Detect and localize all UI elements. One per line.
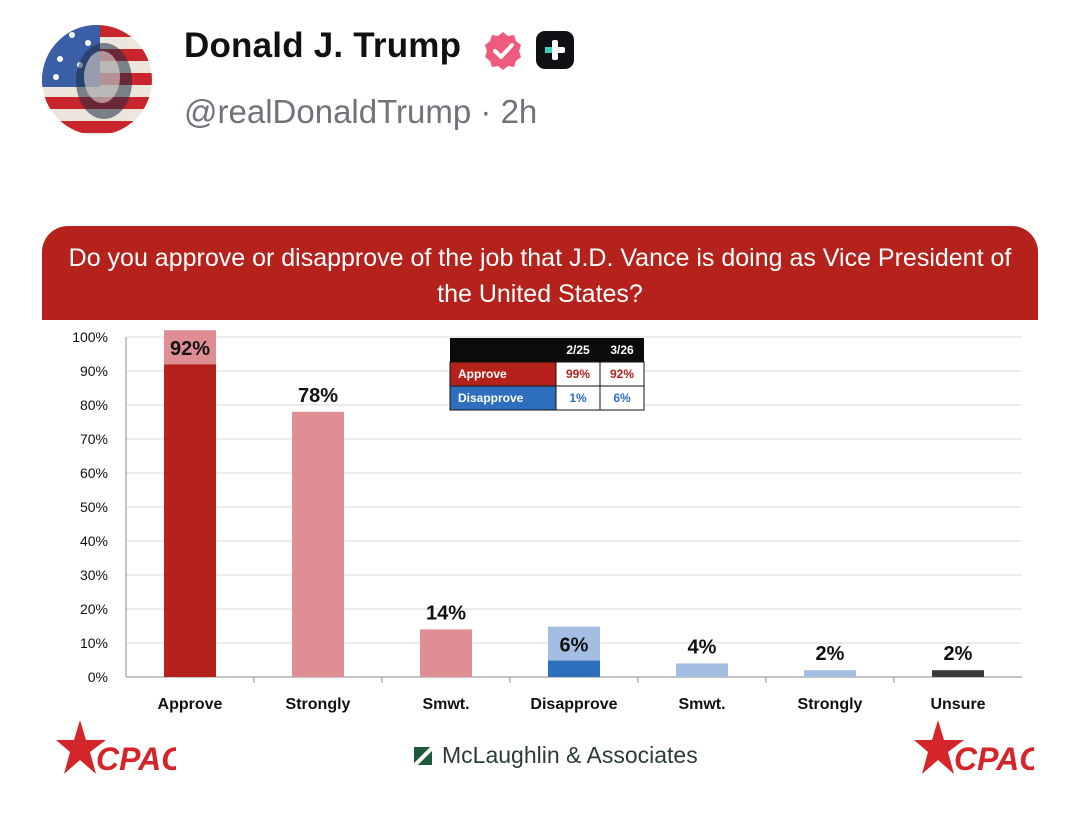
chart-banner: Do you approve or disapprove of the job … (42, 226, 1038, 320)
cpac-right-text: CPAC (954, 741, 1034, 777)
post-header: Donald J. Trump @realDonaldTrump · 2h (0, 0, 1080, 180)
y-tick-label: 70% (80, 431, 108, 447)
table-column-header: 2/25 (566, 343, 590, 357)
value-label: 4% (688, 636, 717, 658)
chart-image[interactable]: Do you approve or disapprove of the job … (42, 226, 1038, 794)
mclaughlin-mark-icon (414, 747, 432, 765)
table-cell (599, 385, 645, 411)
table-header-row (450, 338, 644, 362)
table-cell (599, 361, 645, 387)
bar-3 (420, 629, 472, 677)
cpac-logo-right: CPAC (914, 720, 1034, 777)
value-labels: 92% 78% 14% 6% 4% 2% 2% (164, 330, 973, 665)
table-cell (555, 385, 601, 411)
mclaughlin-text: McLaughlin & Associates (442, 742, 698, 768)
value-label: 78% (298, 385, 338, 407)
y-tick-label: 100% (72, 329, 108, 345)
post-meta: @realDonaldTrump · 2h (184, 93, 537, 131)
bar-6 (804, 670, 856, 677)
chart-footer: CPAC McLaughlin & Associates CPAC (42, 718, 1038, 794)
value-label: 6% (560, 635, 589, 657)
category-labels: Approve Strongly Smwt. Disapprove Smwt. Stron… (158, 696, 986, 713)
inset-table: 2/25 3/26 Approve 99% 92% Disapprove 1% 6% (449, 338, 645, 411)
bar-2 (292, 411, 344, 677)
value-label: 2% (816, 643, 845, 665)
value-label: 2% (944, 643, 973, 665)
table-cell-value: 1% (569, 391, 587, 405)
plus-badge-icon (536, 31, 574, 69)
y-tick-label: 40% (80, 533, 108, 549)
category-label: Strongly (798, 696, 863, 713)
verified-badge-icon (485, 32, 521, 70)
bar-chart: 0% 10% 20% 30% 40% 50% 60% 70% 80% 90% 100% 92% 78%… (72, 329, 1022, 713)
y-axis-ticks: 0% 10% 20% 30% 40% 50% 60% 70% 80% 90% 100% (72, 329, 108, 685)
value-label: 92% (170, 338, 210, 360)
table-row-label-cell (449, 385, 557, 411)
category-label: Approve (158, 696, 223, 713)
y-tick-label: 0% (88, 669, 108, 685)
table-column-header: 3/26 (610, 343, 634, 357)
category-label: Unsure (930, 696, 985, 713)
avatar-image (42, 25, 152, 135)
meta-separator: · (480, 93, 492, 130)
cpac-logo-left: CPAC (56, 720, 176, 777)
avatar[interactable] (42, 25, 152, 135)
table-row-label: Disapprove (458, 391, 524, 405)
handle[interactable]: @realDonaldTrump (184, 93, 472, 130)
table-cell (555, 361, 601, 387)
chart-title: Do you approve or disapprove of the job … (68, 244, 1012, 308)
y-tick-label: 80% (80, 397, 108, 413)
bar-4 (548, 656, 600, 677)
y-tick-label: 60% (80, 465, 108, 481)
table-cell-value: 6% (613, 391, 631, 405)
bars (164, 364, 984, 677)
y-tick-label: 20% (80, 601, 108, 617)
table-cell-value: 92% (610, 367, 634, 381)
category-label: Smwt. (678, 696, 725, 713)
category-label: Smwt. (422, 696, 469, 713)
value-label-bg (548, 626, 600, 661)
cpac-left-text: CPAC (96, 741, 176, 777)
post-time[interactable]: 2h (500, 93, 538, 130)
table-cell-value: 99% (566, 367, 590, 381)
author-name[interactable]: Donald J. Trump (184, 26, 462, 65)
table-row-label: Approve (458, 367, 507, 381)
category-label: Strongly (286, 696, 351, 713)
category-label: Disapprove (530, 696, 617, 713)
value-label-bg (164, 330, 216, 365)
y-tick-label: 10% (80, 635, 108, 651)
bar-5 (676, 663, 728, 677)
mclaughlin-logo: McLaughlin & Associates (414, 742, 698, 769)
bar-1 (164, 364, 216, 677)
y-tick-label: 90% (80, 363, 108, 379)
value-label: 14% (426, 602, 466, 624)
bar-7 (932, 670, 984, 677)
y-tick-label: 30% (80, 567, 108, 583)
y-tick-label: 50% (80, 499, 108, 515)
